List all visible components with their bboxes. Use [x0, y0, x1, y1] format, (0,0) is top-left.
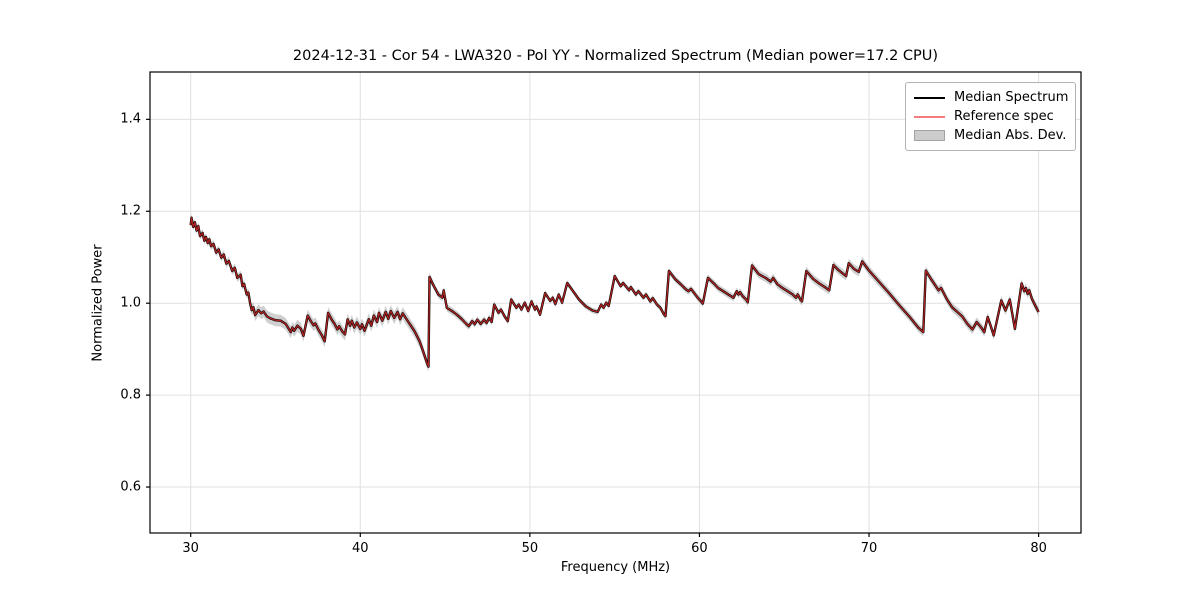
- x-tick-label: 30: [182, 541, 199, 556]
- y-tick-label: 1.4: [120, 111, 141, 127]
- legend-label: Median Abs. Dev.: [954, 128, 1067, 143]
- y-axis-label: Normalized Power: [90, 244, 106, 362]
- x-tick-label: 50: [521, 541, 539, 556]
- legend-item-reference-spec: Reference spec: [914, 107, 1067, 126]
- y-tick-label: 1.0: [120, 295, 141, 311]
- y-tick-label: 0.6: [120, 479, 141, 495]
- reference-spec-line-sample: [914, 115, 945, 118]
- median-spectrum-line-sample: [914, 96, 945, 99]
- legend-label: Median Spectrum: [954, 90, 1069, 105]
- mad-band: [190, 214, 1039, 372]
- x-tick-label: 40: [351, 541, 369, 556]
- x-axis-label: Frequency (MHz): [560, 560, 671, 575]
- legend-item-median-spectrum: Median Spectrum: [914, 88, 1069, 107]
- legend-label: Reference spec: [954, 109, 1054, 124]
- y-tick-label: 0.8: [120, 387, 141, 403]
- x-tick-label: 60: [691, 541, 708, 556]
- median-spectrum-line: [189, 216, 1040, 368]
- x-tick-label: 80: [1030, 541, 1047, 556]
- legend: Median Spectrum Reference spec Median Ab…: [905, 82, 1076, 151]
- chart-title: 2024-12-31 - Cor 54 - LWA320 - Pol YY - …: [292, 48, 939, 64]
- y-tick-label: 1.2: [120, 203, 141, 219]
- axes-spines: [149, 71, 1082, 534]
- x-tick-label: 70: [860, 541, 878, 556]
- median-abs-dev-patch-sample: [914, 130, 945, 141]
- legend-item-median-abs-dev: Median Abs. Dev.: [914, 126, 1067, 145]
- reference-spec-line: [190, 217, 1040, 368]
